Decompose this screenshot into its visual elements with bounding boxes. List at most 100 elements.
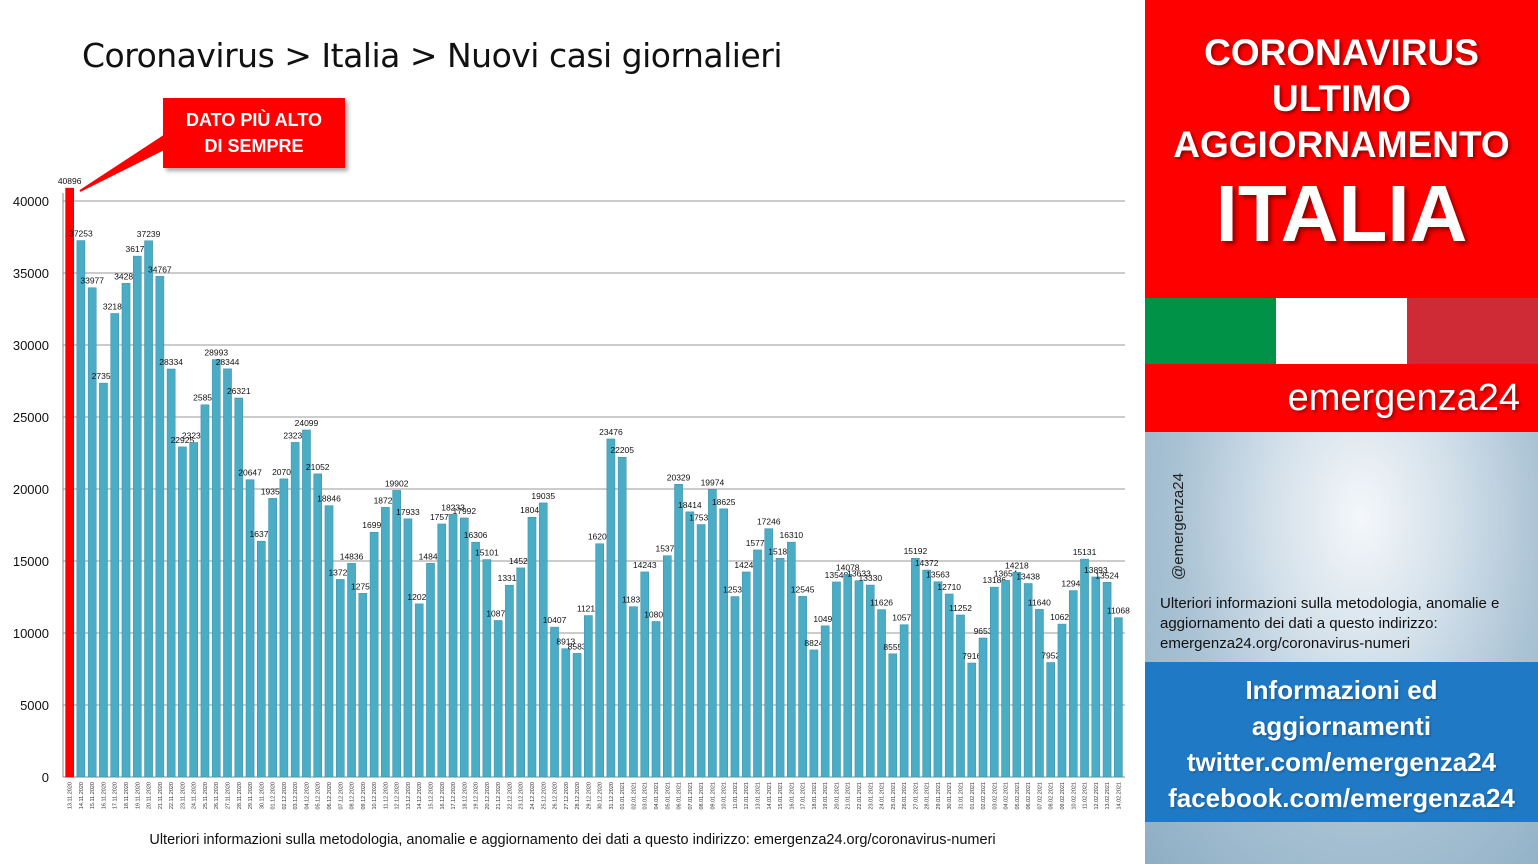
x-tick-label: 31.01.2021 xyxy=(958,782,964,810)
data-label: 10800 xyxy=(644,609,668,619)
y-tick-label: 0 xyxy=(42,770,49,785)
bar xyxy=(1102,582,1112,778)
x-tick-label: 06.02.2021 xyxy=(1026,782,1032,810)
data-label: 17533 xyxy=(689,513,713,523)
data-label: 26321 xyxy=(227,386,251,396)
bar xyxy=(76,240,86,778)
x-tick-label: 02.01.2021 xyxy=(631,782,637,810)
bar xyxy=(381,507,390,778)
italian-flag xyxy=(1145,298,1538,364)
x-tick-label: 25.11.2020 xyxy=(203,782,209,809)
x-tick-label: 15.01.2021 xyxy=(778,782,784,810)
data-label: 14372 xyxy=(915,558,939,568)
bar xyxy=(1023,583,1033,778)
facebook-link[interactable]: facebook.com/emergenza24 xyxy=(1168,783,1515,813)
bar xyxy=(775,558,785,778)
x-tick-label: 19.11.2020 xyxy=(135,782,141,809)
data-label: 15771 xyxy=(746,538,770,548)
data-label: 14241 xyxy=(734,560,758,570)
bar xyxy=(313,473,323,778)
y-tick-label: 15000 xyxy=(13,554,49,569)
data-label: 12710 xyxy=(937,582,961,592)
x-tick-label: 14.01.2021 xyxy=(767,782,773,810)
brand-bar: emergenza24 xyxy=(1145,364,1538,432)
callout-line2: DI SEMPRE xyxy=(204,136,304,156)
bar xyxy=(967,662,977,778)
bar xyxy=(899,624,909,778)
bar xyxy=(741,571,751,778)
twitter-link[interactable]: twitter.com/emergenza24 xyxy=(1186,747,1497,777)
data-label: 23236 xyxy=(283,430,307,440)
x-tick-label: 16.12.2020 xyxy=(440,782,446,810)
x-tick-label: 22.11.2020 xyxy=(169,782,175,809)
bar xyxy=(279,478,289,778)
x-tick-label: 01.02.2021 xyxy=(970,782,976,810)
data-label: 11212 xyxy=(577,604,600,614)
bar xyxy=(290,442,300,778)
data-label: 37253 xyxy=(69,229,93,239)
data-label: 34767 xyxy=(148,264,172,274)
bar xyxy=(550,626,559,778)
bar xyxy=(933,581,943,778)
x-tick-label: 05.01.2021 xyxy=(665,782,671,810)
data-label: 28993 xyxy=(204,348,228,358)
data-label: 15187 xyxy=(768,546,792,556)
data-label: 16998 xyxy=(362,520,386,530)
data-label: 19035 xyxy=(531,491,555,501)
bar xyxy=(708,489,717,778)
x-tick-label: 24.12.2020 xyxy=(530,782,536,810)
bar xyxy=(1012,572,1022,778)
data-label: 16202 xyxy=(588,532,612,542)
chart-footer: Ulteriori informazioni sulla metodologia… xyxy=(149,832,996,848)
x-tick-label: 12.12.2020 xyxy=(395,782,401,810)
bar xyxy=(87,287,97,778)
x-tick-label: 09.02.2021 xyxy=(1060,782,1066,810)
x-tick-label: 08.01.2021 xyxy=(699,782,705,810)
x-tick-label: 18.01.2021 xyxy=(812,782,818,810)
bar xyxy=(132,255,142,778)
data-label: 10407 xyxy=(543,615,567,625)
x-tick-label: 29.01.2021 xyxy=(936,782,942,810)
bar xyxy=(302,429,311,778)
data-label: 23476 xyxy=(599,427,623,437)
data-label: 7916 xyxy=(962,651,981,661)
data-label: 8555 xyxy=(883,642,902,652)
data-label: 19350 xyxy=(261,486,285,496)
y-tick-label: 10000 xyxy=(13,626,49,641)
bar xyxy=(65,187,74,778)
data-label: 13438 xyxy=(1016,571,1040,581)
bar xyxy=(990,586,999,778)
bar xyxy=(832,581,841,778)
data-label: 21052 xyxy=(306,462,330,472)
data-label: 19974 xyxy=(701,477,725,487)
bar xyxy=(1091,576,1101,778)
x-tick-label: 26.11.2020 xyxy=(214,782,220,809)
callout-line1: DATO PIÙ ALTO xyxy=(185,110,322,130)
bar xyxy=(426,563,435,778)
data-label: 36173 xyxy=(125,244,149,254)
bar xyxy=(211,359,221,778)
bar xyxy=(911,557,920,778)
bar xyxy=(460,517,469,778)
x-tick-label: 10.12.2020 xyxy=(372,782,378,810)
bar xyxy=(809,649,819,778)
data-label: 14836 xyxy=(340,551,364,561)
data-label: 17933 xyxy=(396,507,420,517)
social-handle: @emergenza24 xyxy=(1170,473,1187,580)
data-label: 13563 xyxy=(926,570,950,580)
data-label: 8913 xyxy=(556,637,575,647)
data-label: 37239 xyxy=(137,229,161,239)
data-label: 40896 xyxy=(58,176,82,186)
chart-area: Coronavirus > Italia > Nuovi casi giorna… xyxy=(12,36,1131,848)
data-label: 11252 xyxy=(949,603,972,613)
x-tick-label: 20.11.2020 xyxy=(147,782,153,809)
bar xyxy=(764,528,774,778)
x-tick-label: 07.12.2020 xyxy=(338,782,344,810)
data-label: 13548 xyxy=(825,570,849,580)
data-label: 12545 xyxy=(791,584,815,594)
x-tick-label: 12.01.2021 xyxy=(744,782,750,810)
x-tick-label: 03.02.2021 xyxy=(992,782,998,810)
x-tick-label: 26.12.2020 xyxy=(553,782,559,810)
data-label: 28334 xyxy=(159,357,183,367)
x-tick-label: 04.02.2021 xyxy=(1004,782,1010,810)
